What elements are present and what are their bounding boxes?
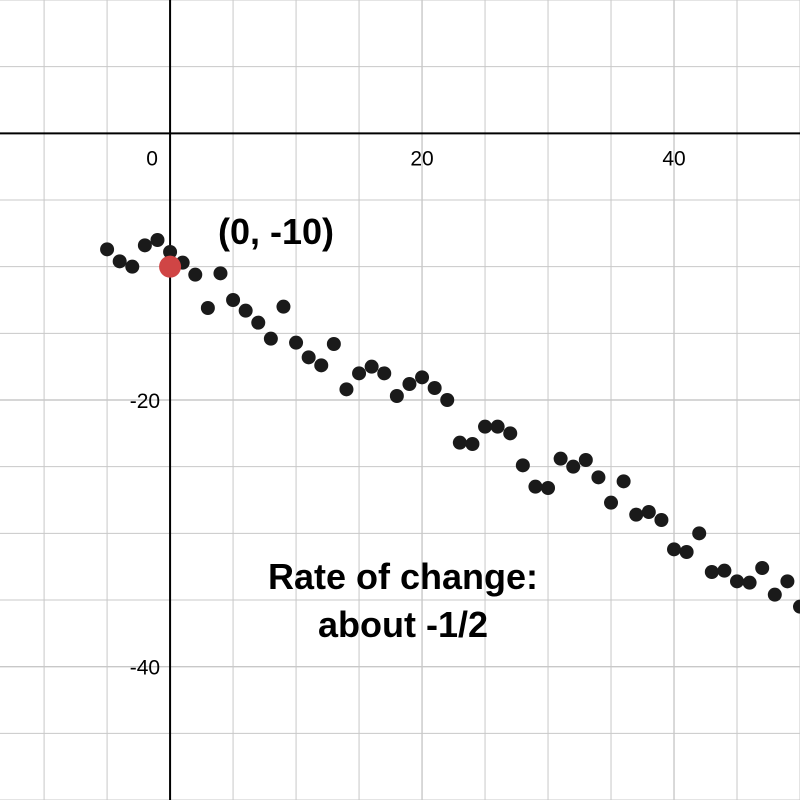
- data-point: [238, 303, 253, 318]
- data-point: [755, 561, 770, 575]
- data-point: [465, 437, 480, 451]
- data-point: [339, 382, 354, 397]
- x-tick-label: 20: [410, 147, 433, 170]
- data-point: [578, 453, 593, 467]
- data-point: [767, 587, 782, 602]
- x-tick-label: 40: [662, 147, 685, 170]
- data-point: [137, 238, 152, 253]
- data-point: [654, 513, 669, 527]
- data-point: [402, 377, 417, 391]
- highlight-label: (0, -10): [218, 211, 334, 252]
- data-point: [692, 526, 707, 541]
- data-point: [213, 266, 228, 281]
- data-point: [163, 245, 178, 259]
- data-point: [641, 505, 656, 519]
- data-point: [679, 545, 694, 559]
- data-point: [100, 242, 115, 257]
- data-point: [352, 366, 367, 381]
- data-point: [566, 459, 581, 474]
- y-tick-label: -40: [130, 657, 160, 680]
- data-point: [440, 393, 455, 407]
- data-point: [528, 479, 543, 494]
- data-point: [616, 474, 631, 489]
- data-point: [730, 574, 745, 589]
- tick-labels: 0 20 40 -20 -40: [130, 147, 686, 679]
- data-point: [704, 565, 719, 579]
- data-point: [780, 574, 795, 589]
- data-point: [314, 358, 329, 373]
- highlight: [159, 255, 182, 278]
- annotation-line-2: about -1/2: [318, 604, 488, 645]
- annotation-line-1: Rate of change:: [268, 556, 538, 597]
- data-point: [326, 337, 341, 351]
- y-tick-label: -20: [130, 390, 160, 413]
- data-point: [112, 254, 127, 269]
- data-point: [541, 481, 556, 495]
- data-point: [591, 470, 606, 485]
- data-point: [742, 575, 757, 590]
- data-point: [717, 563, 732, 578]
- data-point: [200, 301, 215, 315]
- data-points: [100, 233, 800, 614]
- data-point: [263, 331, 278, 346]
- data-point: [251, 315, 266, 330]
- data-point: [226, 293, 241, 307]
- data-point: [478, 419, 493, 434]
- data-point: [452, 435, 467, 450]
- data-point: [553, 451, 568, 466]
- data-point: [667, 542, 682, 557]
- data-point: [793, 599, 800, 614]
- data-point: [188, 267, 203, 282]
- data-point: [377, 366, 392, 381]
- x-tick-label: 0: [146, 147, 158, 170]
- data-point: [276, 299, 291, 314]
- data-point: [427, 381, 442, 395]
- data-point: [150, 233, 165, 247]
- data-point: [301, 350, 316, 365]
- data-point: [604, 495, 619, 510]
- data-point: [125, 259, 140, 274]
- data-point: [289, 335, 304, 350]
- data-point: [503, 426, 518, 441]
- highlight-point: [159, 255, 182, 278]
- data-point: [629, 507, 644, 522]
- data-point: [490, 419, 505, 434]
- data-point: [364, 359, 379, 374]
- data-point: [415, 370, 430, 385]
- data-point: [515, 458, 530, 473]
- data-point: [389, 389, 404, 403]
